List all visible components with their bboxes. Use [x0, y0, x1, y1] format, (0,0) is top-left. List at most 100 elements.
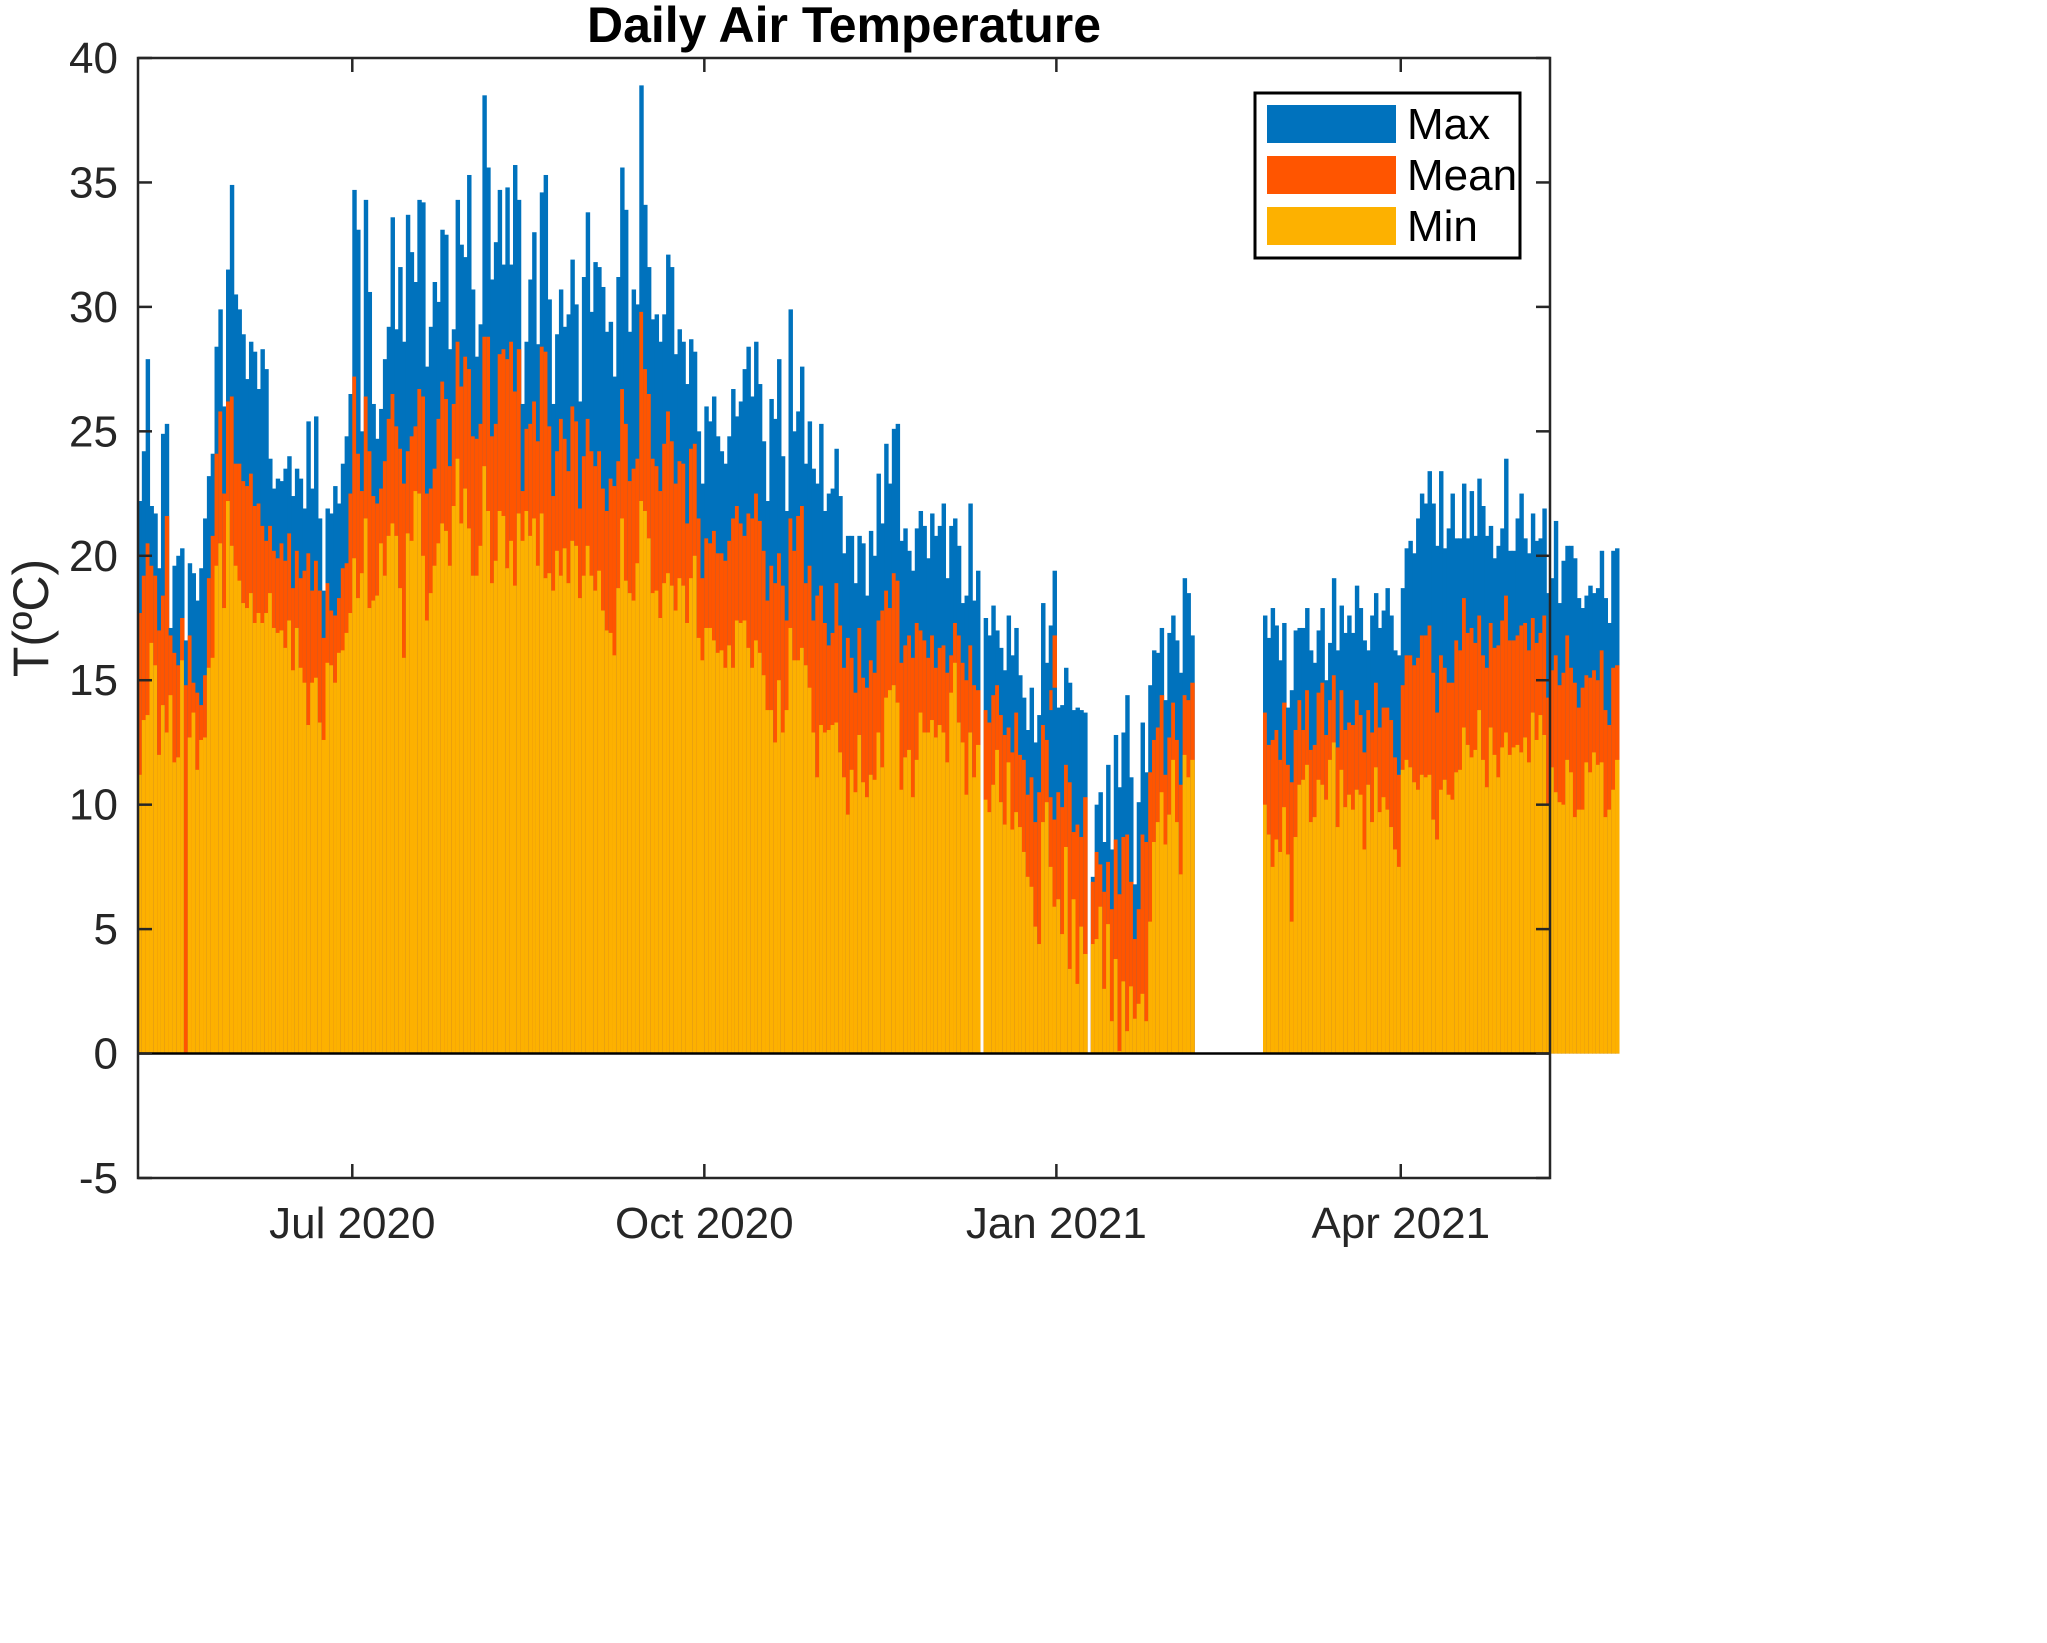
bar-min: [474, 575, 480, 1054]
bar-min: [995, 749, 1000, 1054]
bar-min: [769, 710, 774, 1054]
bar-min: [1347, 794, 1352, 1054]
bar-min: [497, 510, 503, 1054]
bar-min: [998, 802, 1004, 1054]
bar-min: [677, 578, 682, 1054]
bar-min: [968, 732, 973, 1054]
bar-min: [1569, 772, 1574, 1054]
bar-min: [949, 692, 954, 1054]
bar-min: [1481, 759, 1486, 1054]
bar-min: [627, 593, 633, 1054]
bar-min: [558, 575, 564, 1054]
bar-min: [1033, 926, 1038, 1054]
bar-min: [279, 630, 285, 1054]
legend-label-max: Max: [1407, 100, 1490, 149]
bar-min: [1278, 851, 1283, 1054]
bar-min: [1167, 814, 1172, 1054]
bar-min: [1507, 754, 1513, 1054]
bar-min: [470, 575, 476, 1054]
bar-min: [574, 545, 579, 1054]
bar-min: [1370, 822, 1375, 1054]
bar-mean: [1113, 839, 1119, 1054]
bar-min: [390, 523, 395, 1054]
y-tick-label: 5: [94, 905, 118, 954]
bar-min: [336, 652, 342, 1054]
bar-min: [685, 622, 690, 1054]
bar-min: [164, 732, 170, 1054]
bar-min: [302, 682, 307, 1054]
bar-min: [1603, 817, 1608, 1054]
bar-min: [203, 737, 208, 1054]
bar-min: [578, 598, 583, 1054]
bar-min: [922, 732, 927, 1054]
bar-min: [1461, 727, 1467, 1054]
bar-min: [623, 580, 629, 1054]
y-tick-label: 0: [94, 1030, 118, 1079]
bar-min: [195, 769, 200, 1054]
bar-min: [379, 543, 384, 1054]
bar-mean: [1067, 782, 1073, 1054]
bar-min: [1442, 779, 1448, 1054]
bar-min: [375, 595, 380, 1054]
bar-min: [226, 501, 231, 1054]
bar-min: [895, 702, 901, 1054]
bar-min: [363, 518, 369, 1054]
bar-min: [264, 613, 269, 1054]
bar-min: [742, 620, 748, 1054]
bar-min: [1519, 752, 1524, 1054]
bar-min: [1458, 769, 1463, 1054]
bar-min: [910, 797, 916, 1054]
bar-min: [1083, 954, 1088, 1054]
bar-min: [367, 608, 373, 1054]
bar-min: [398, 588, 403, 1054]
bar-min: [700, 660, 705, 1054]
bar-min: [214, 565, 219, 1054]
bar-min: [838, 752, 843, 1054]
bar-min: [478, 545, 483, 1054]
bar-min: [845, 814, 851, 1054]
bar-min: [1396, 866, 1402, 1054]
bar-min: [344, 632, 350, 1054]
bar-min: [294, 627, 300, 1054]
bar-min: [1588, 772, 1593, 1054]
bar-min: [1171, 759, 1176, 1054]
bar-min: [275, 632, 281, 1054]
bar-min: [149, 642, 154, 1054]
bar-min: [1473, 749, 1478, 1054]
bar-min: [340, 650, 346, 1054]
bar-group: [138, 85, 1620, 1055]
bar-min: [1274, 839, 1279, 1054]
bar-min: [191, 712, 196, 1054]
bar-min: [589, 575, 594, 1054]
y-tick-label: 35: [69, 158, 118, 207]
legend: Max Mean Min: [1253, 91, 1522, 260]
bar-min: [1178, 874, 1184, 1054]
bar-min: [1144, 1021, 1149, 1054]
bar-min: [501, 515, 506, 1054]
bar-min: [884, 697, 889, 1054]
bar-min: [310, 682, 315, 1054]
bar-min: [650, 593, 656, 1054]
bar-min: [1385, 809, 1390, 1054]
bar-min: [428, 593, 434, 1054]
y-tick-label: 15: [69, 656, 118, 705]
bar-min: [876, 732, 881, 1054]
bar-min: [1094, 939, 1100, 1054]
legend-swatch-max: [1267, 105, 1396, 143]
y-tick-label: 30: [69, 283, 118, 332]
bar-min: [1266, 834, 1272, 1054]
bar-min: [646, 538, 652, 1054]
y-tick-label: 40: [69, 34, 118, 83]
y-tick-label: 20: [69, 532, 118, 581]
bar-min: [402, 657, 407, 1054]
bar-min: [256, 613, 262, 1054]
bar-min: [704, 627, 709, 1054]
bar-min: [811, 732, 816, 1054]
bar-min: [352, 558, 357, 1054]
bar-min: [1599, 762, 1605, 1054]
bar-min: [899, 789, 904, 1054]
bar-min: [1297, 784, 1302, 1054]
bar-min: [1021, 851, 1027, 1054]
bar-min: [918, 712, 924, 1054]
